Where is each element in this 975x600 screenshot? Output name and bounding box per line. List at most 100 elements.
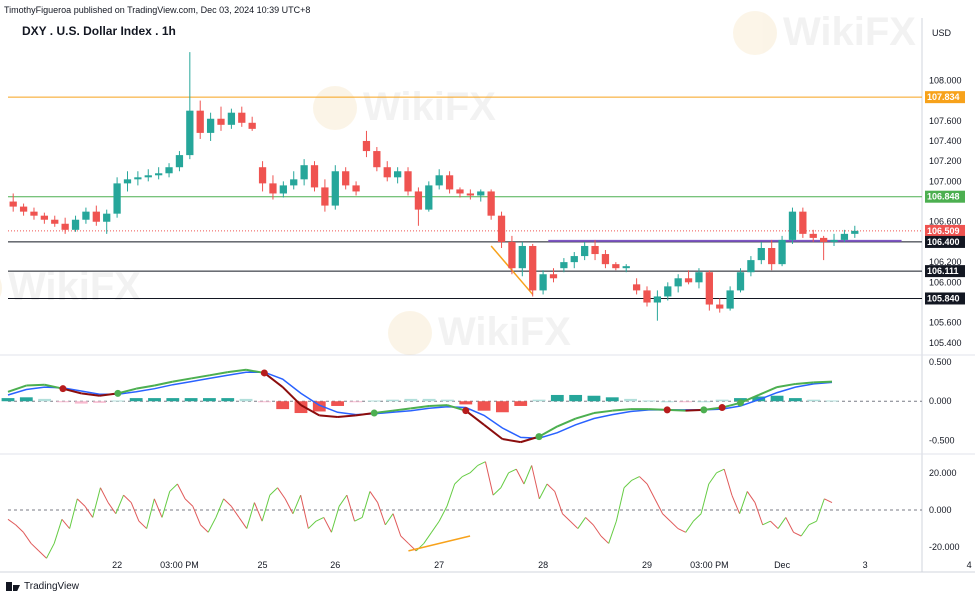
macd-histogram-bar bbox=[38, 398, 52, 402]
candle-body bbox=[653, 296, 662, 303]
osc-line-segment bbox=[754, 502, 764, 526]
price-tick-label: 107.000 bbox=[929, 176, 962, 186]
price-tick-label: 108.000 bbox=[929, 75, 962, 85]
time-tick-label: 27 bbox=[434, 560, 444, 570]
osc-tick-label: -20.000 bbox=[929, 542, 960, 552]
candle-body bbox=[258, 167, 267, 184]
macd-histogram-bar bbox=[587, 395, 601, 402]
osc-line-segment bbox=[30, 543, 40, 552]
osc-line-segment bbox=[785, 517, 794, 533]
candle-body bbox=[82, 211, 90, 220]
candle-body bbox=[539, 274, 547, 291]
macd-histogram-bar bbox=[129, 398, 143, 402]
candle-body bbox=[144, 175, 152, 178]
osc-line-segment bbox=[200, 524, 209, 533]
price-level-tag bbox=[925, 235, 965, 248]
candle-body bbox=[404, 171, 412, 192]
watermark-text: WikiFX bbox=[438, 310, 571, 354]
candle-body bbox=[840, 233, 849, 240]
price-level-tag bbox=[925, 265, 965, 278]
candle-body bbox=[373, 151, 381, 168]
osc-line-segment bbox=[330, 506, 340, 533]
macd-histogram-bar bbox=[184, 398, 198, 402]
osc-line-segment bbox=[146, 498, 155, 529]
price-tick-label: 107.400 bbox=[929, 136, 962, 146]
candle-body bbox=[477, 191, 485, 196]
macd-histogram-bar bbox=[807, 399, 821, 402]
osc-line-segment bbox=[354, 516, 363, 522]
osc-tick-label: 0.000 bbox=[929, 505, 952, 515]
macd-line-segment bbox=[556, 417, 577, 428]
osc-line-segment bbox=[315, 516, 324, 522]
watermark-text: WikiFX bbox=[363, 85, 496, 129]
price-level-label: 106.848 bbox=[927, 192, 960, 202]
macd-histogram-bar bbox=[203, 398, 216, 402]
macd-histogram-bar bbox=[386, 399, 399, 402]
osc-line-segment bbox=[677, 528, 686, 533]
candle-body bbox=[591, 245, 599, 255]
osc-line-segment bbox=[462, 472, 471, 478]
osc-line-segment bbox=[700, 483, 710, 514]
osc-line-segment bbox=[38, 550, 47, 559]
price-tick-label: 105.400 bbox=[929, 338, 962, 348]
osc-line-segment bbox=[800, 524, 810, 537]
chart-title: DXY . U.S. Dollar Index . 1h bbox=[22, 24, 176, 38]
macd-cross-marker bbox=[700, 406, 708, 414]
macd-histogram-bar bbox=[367, 400, 381, 402]
candle-body bbox=[705, 272, 713, 305]
osc-line-segment bbox=[284, 498, 294, 514]
osc-line-segment bbox=[392, 513, 402, 537]
candle-body bbox=[217, 118, 225, 125]
osc-line-segment bbox=[423, 532, 432, 544]
osc-line-segment bbox=[646, 483, 656, 500]
candle-body bbox=[206, 118, 215, 133]
osc-line-segment bbox=[338, 494, 348, 507]
price-tick-label: 105.600 bbox=[929, 318, 962, 328]
macd-histogram-bar bbox=[477, 401, 491, 411]
osc-line-segment bbox=[99, 487, 109, 503]
macd-histogram-bar bbox=[495, 401, 509, 413]
candle-body bbox=[674, 278, 682, 287]
candle-body bbox=[736, 272, 745, 291]
candle-body bbox=[321, 187, 329, 206]
osc-line-segment bbox=[215, 498, 225, 518]
osc-line-segment bbox=[600, 535, 610, 544]
watermark-text: WikiFX bbox=[8, 265, 141, 309]
candle-body bbox=[310, 165, 319, 188]
candle-body bbox=[92, 211, 100, 222]
osc-line-segment bbox=[138, 520, 147, 529]
osc-line-segment bbox=[477, 461, 486, 466]
candle-body bbox=[695, 272, 703, 283]
macd-tick-label: -0.500 bbox=[929, 436, 955, 446]
osc-line-segment bbox=[307, 520, 317, 529]
osc-line-segment bbox=[323, 517, 332, 533]
candle-body bbox=[279, 185, 287, 194]
candle-body bbox=[726, 290, 734, 309]
macd-cross-marker bbox=[663, 406, 671, 414]
macd-cross-marker bbox=[114, 389, 122, 397]
candle-body bbox=[529, 245, 537, 291]
candle-body bbox=[830, 239, 838, 242]
candle-body bbox=[331, 171, 339, 206]
time-tick-label: 25 bbox=[258, 560, 268, 570]
osc-line-segment bbox=[716, 468, 725, 474]
candle-body bbox=[186, 110, 194, 156]
candle-body bbox=[165, 167, 173, 174]
candle-body bbox=[788, 211, 797, 240]
macd-line-segment bbox=[483, 424, 504, 440]
candle-body bbox=[300, 165, 308, 180]
candle-body bbox=[456, 189, 464, 194]
macd-histogram-bar bbox=[441, 399, 454, 402]
macd-line-segment bbox=[465, 409, 485, 426]
price-level-label: 106.111 bbox=[927, 266, 959, 276]
osc-line-segment bbox=[662, 513, 671, 522]
osc-line-segment bbox=[261, 495, 271, 522]
osc-line-segment bbox=[369, 491, 379, 503]
candle-body bbox=[799, 211, 807, 234]
osc-line-segment bbox=[731, 494, 741, 514]
candle-body bbox=[103, 213, 111, 222]
macd-line-segment bbox=[190, 374, 210, 380]
macd-histogram-bar bbox=[111, 400, 125, 402]
macd-cross-marker bbox=[736, 399, 744, 407]
